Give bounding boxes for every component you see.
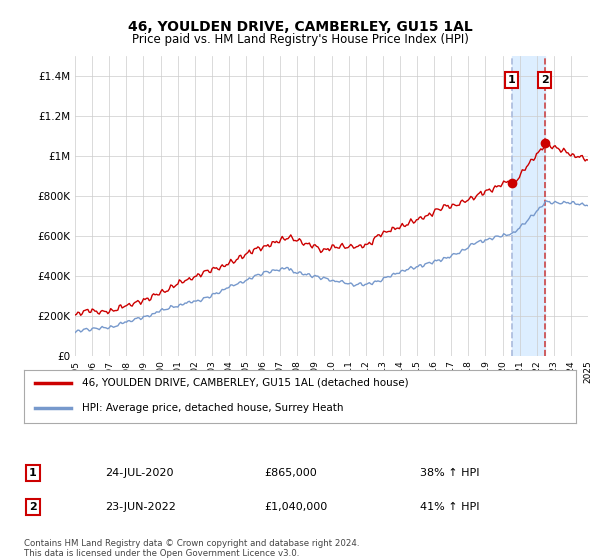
Text: 1: 1 bbox=[508, 75, 515, 85]
Bar bbox=[512, 56, 545, 356]
Text: £1,040,000: £1,040,000 bbox=[264, 502, 327, 512]
Text: £865,000: £865,000 bbox=[264, 468, 317, 478]
Text: 2: 2 bbox=[29, 502, 37, 512]
Text: 2: 2 bbox=[541, 75, 548, 85]
Text: HPI: Average price, detached house, Surrey Heath: HPI: Average price, detached house, Surr… bbox=[82, 403, 343, 413]
Text: 41% ↑ HPI: 41% ↑ HPI bbox=[420, 502, 479, 512]
Text: 24-JUL-2020: 24-JUL-2020 bbox=[105, 468, 173, 478]
Text: 38% ↑ HPI: 38% ↑ HPI bbox=[420, 468, 479, 478]
Text: Contains HM Land Registry data © Crown copyright and database right 2024.
This d: Contains HM Land Registry data © Crown c… bbox=[24, 539, 359, 558]
Text: 46, YOULDEN DRIVE, CAMBERLEY, GU15 1AL (detached house): 46, YOULDEN DRIVE, CAMBERLEY, GU15 1AL (… bbox=[82, 378, 409, 388]
Text: 46, YOULDEN DRIVE, CAMBERLEY, GU15 1AL: 46, YOULDEN DRIVE, CAMBERLEY, GU15 1AL bbox=[128, 20, 472, 34]
Text: 23-JUN-2022: 23-JUN-2022 bbox=[105, 502, 176, 512]
Text: 1: 1 bbox=[29, 468, 37, 478]
Text: Price paid vs. HM Land Registry's House Price Index (HPI): Price paid vs. HM Land Registry's House … bbox=[131, 32, 469, 46]
